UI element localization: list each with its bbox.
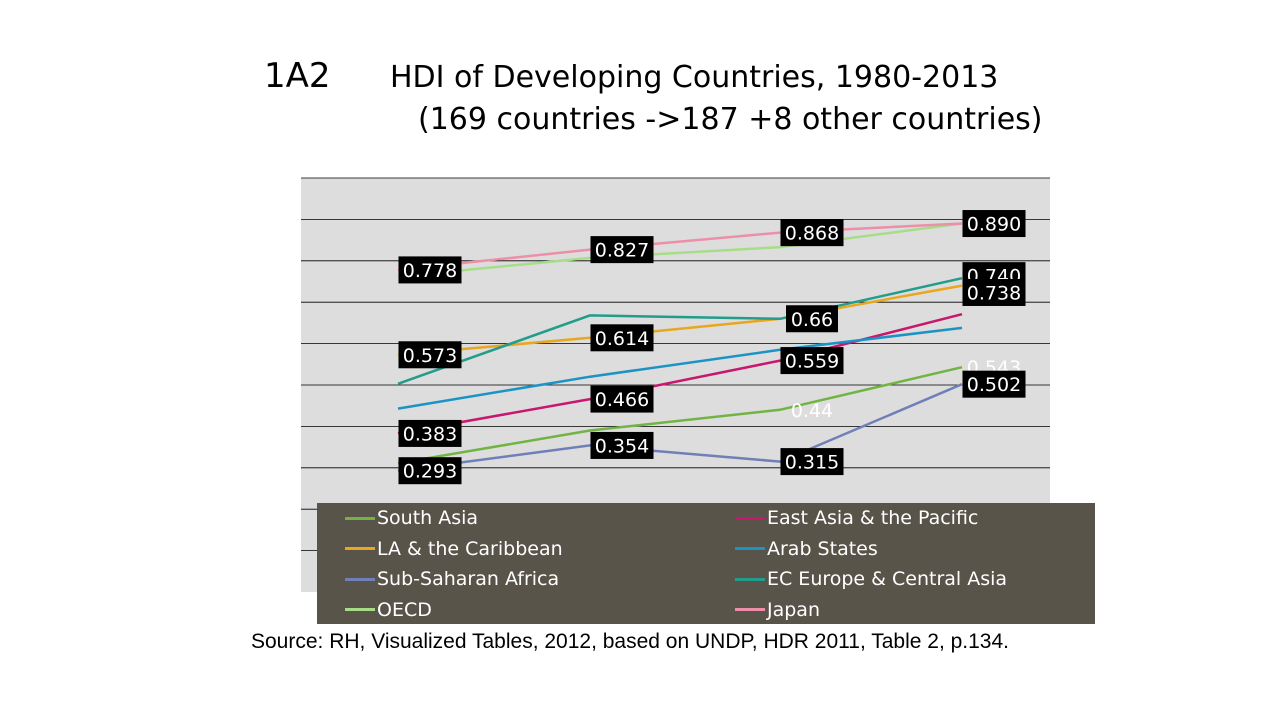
data-label-text: 0.466 (595, 389, 649, 411)
data-label-text: 0.614 (595, 328, 649, 350)
legend-item: East Asia & the Pacific (735, 503, 978, 533)
data-label-text: 0.573 (403, 345, 457, 367)
legend-swatch (345, 608, 375, 611)
legend: South Asia East Asia & the Pacific LA & th… (317, 503, 1095, 624)
legend-item: South Asia (345, 503, 478, 533)
legend-label: East Asia & the Pacific (767, 507, 979, 529)
legend-item: EC Europe & Central Asia (735, 564, 1007, 594)
legend-swatch (345, 516, 375, 520)
data-label: 0.738 (962, 278, 1026, 306)
data-label: 0.573 (398, 341, 462, 369)
series-line-5 (397, 276, 963, 385)
data-label: 0.383 (398, 419, 462, 447)
data-label: 0.559 (780, 347, 844, 375)
series-line-0 (397, 365, 963, 465)
legend-item: OECD (345, 595, 432, 625)
series-lines (397, 222, 963, 472)
series-line-6 (397, 222, 963, 278)
data-label-text: 0.502 (967, 374, 1021, 396)
data-label-text: 0.354 (595, 435, 649, 457)
series-line-4 (397, 383, 963, 472)
data-label: 0.44 (791, 400, 833, 422)
data-label: 0.315 (780, 448, 844, 476)
legend-swatch (735, 577, 765, 581)
data-label-text: 0.44 (791, 400, 833, 422)
legend-swatch (345, 577, 375, 581)
legend-swatch (735, 516, 765, 520)
legend-label: Sub-Saharan Africa (377, 568, 560, 590)
legend-label: OECD (377, 598, 432, 621)
data-label: 0.890 (962, 210, 1026, 238)
data-label-text: 0.890 (967, 214, 1021, 236)
data-label-text: 0.559 (785, 351, 839, 373)
legend-item: LA & the Caribbean (345, 534, 563, 564)
legend-label: LA & the Caribbean (377, 537, 563, 560)
legend-swatch (735, 547, 765, 550)
data-label-text: 0.827 (595, 240, 649, 262)
data-label: 0.614 (590, 324, 654, 352)
legend-swatch (735, 608, 765, 611)
data-label-text: 0.738 (967, 282, 1021, 304)
data-label-text: 0.868 (785, 223, 839, 245)
legend-item: Japan (735, 595, 820, 625)
series-line-3 (397, 326, 963, 410)
data-label: 0.827 (590, 236, 654, 264)
data-label: 0.66 (786, 305, 838, 333)
data-label-text: 0.383 (403, 423, 457, 445)
data-label: 0.466 (590, 385, 654, 413)
legend-swatch (345, 547, 375, 550)
data-label: 0.293 (398, 457, 462, 485)
data-label: 0.354 (590, 431, 654, 459)
legend-label: Arab States (767, 537, 878, 560)
data-label: 0.778 (398, 256, 462, 284)
legend-label: EC Europe & Central Asia (767, 568, 1008, 590)
series-line-7 (397, 222, 963, 272)
slide-code: 1A2 (264, 56, 331, 96)
chart-title-line1: HDI of Developing Countries, 1980-2013 (390, 60, 999, 95)
legend-item: Sub-Saharan Africa (345, 564, 559, 594)
series-line-2 (397, 284, 963, 357)
legend-item: Arab States (735, 534, 878, 564)
data-label-text: 0.293 (403, 461, 457, 483)
chart-title-line2: (169 countries ->187 +8 other countries) (418, 102, 1043, 137)
legend-label: South Asia (377, 507, 479, 529)
source-note: Source: RH, Visualized Tables, 2012, bas… (250, 630, 1010, 653)
data-label: 0.502 (962, 370, 1026, 398)
data-label: 0.868 (780, 219, 844, 247)
data-label-text: 0.778 (403, 260, 457, 282)
data-label-text: 0.315 (785, 452, 839, 474)
data-label-text: 0.66 (791, 309, 833, 331)
series-line-1 (397, 312, 963, 435)
legend-label: Japan (767, 598, 820, 621)
